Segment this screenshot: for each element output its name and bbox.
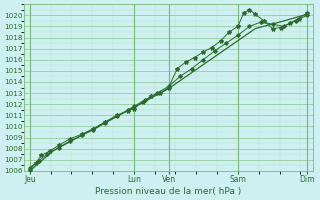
X-axis label: Pression niveau de la mer( hPa ): Pression niveau de la mer( hPa ) <box>95 187 242 196</box>
